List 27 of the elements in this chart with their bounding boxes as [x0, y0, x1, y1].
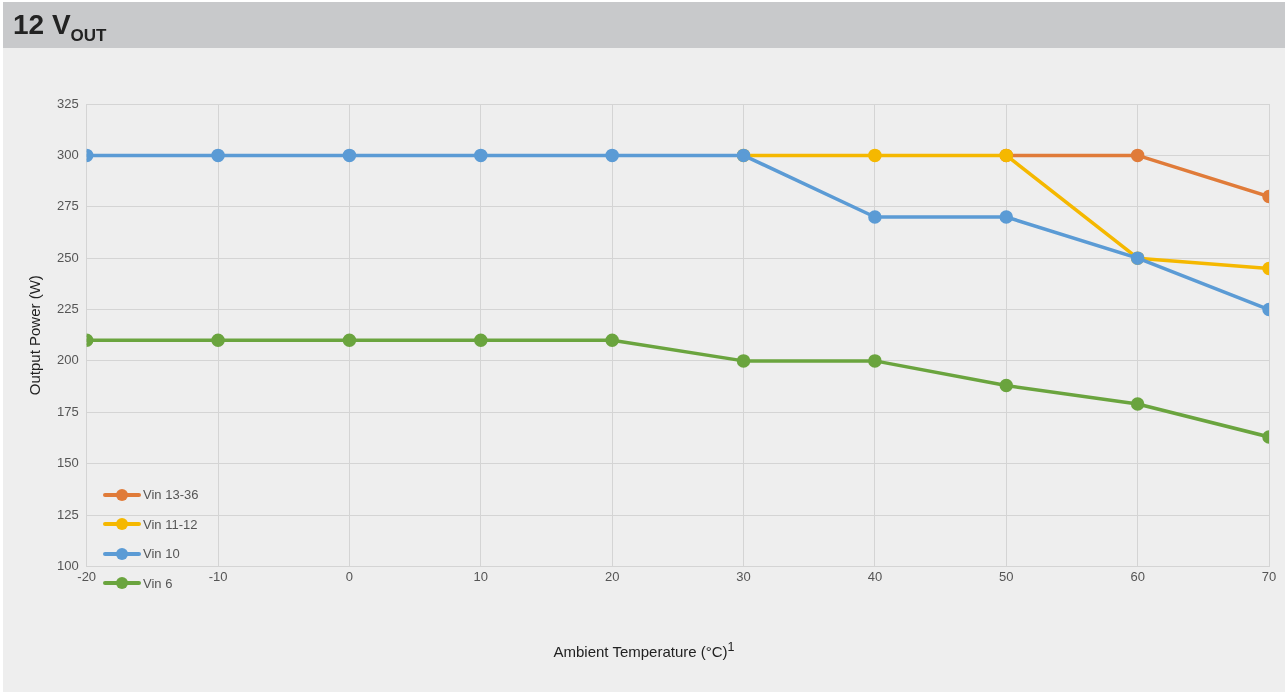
x-axis-title: Ambient Temperature (°C)$^{1}$ [552, 640, 736, 660]
y-tick-label: 250 [56, 249, 79, 265]
y-tick-label: 325 [56, 95, 79, 111]
y-tick-label: 275 [56, 198, 79, 214]
x-tick-label: 40 [867, 568, 883, 584]
x-tick-label: 60 [1130, 568, 1145, 584]
x-tick-label: 20 [604, 568, 620, 584]
y-tick-label: 175 [56, 403, 79, 419]
legend-label: Vin 13-36 [143, 487, 199, 503]
chart-title: 12 V$_{OUT}$ [3, 2, 1285, 48]
x-tick-label: -10 [208, 568, 228, 584]
y-tick-label: 300 [56, 146, 79, 162]
x-tick-label: 30 [736, 568, 751, 584]
y-axis-title: Output Power (W) [26, 275, 44, 396]
y-tick-label: 100 [56, 557, 79, 573]
y-tick-label: 225 [56, 301, 79, 317]
x-tick-label: -20 [77, 568, 97, 584]
legend-label: Vin 6 [143, 575, 173, 591]
x-tick-label: 10 [473, 568, 489, 584]
y-tick-label: 125 [56, 506, 79, 522]
legend-label: Vin 11-12 [143, 516, 198, 532]
x-tick-label: 50 [999, 568, 1014, 584]
x-tick-label: 0 [345, 568, 354, 584]
y-tick-label: 200 [56, 352, 79, 368]
legend-label: Vin 10 [143, 546, 180, 562]
y-tick-label: 150 [56, 455, 79, 471]
x-tick-label: 70 [1261, 568, 1277, 584]
